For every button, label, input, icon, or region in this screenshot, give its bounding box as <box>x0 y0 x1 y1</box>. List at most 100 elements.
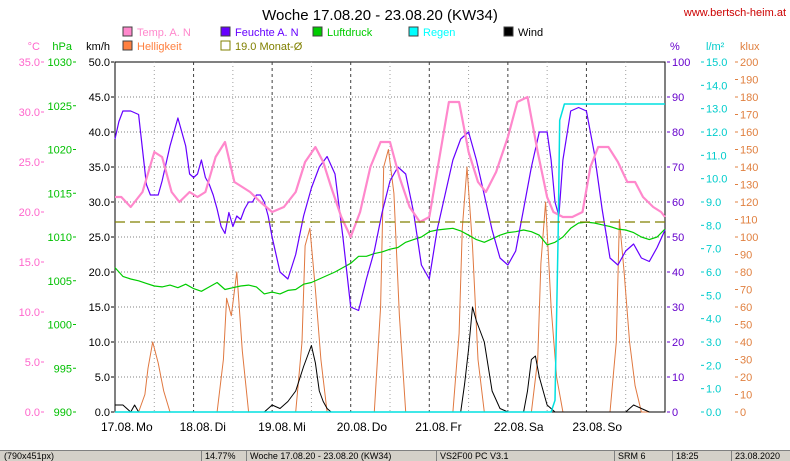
x-tick-date: 22.08. <box>494 420 527 434</box>
legend-label: Temp. A. N <box>137 27 191 39</box>
tick-label-humidity: 50 <box>672 232 684 244</box>
right-axes: %0102030405060708090100l/m²0.01.02.03.04… <box>667 41 760 419</box>
tick-label-light: 70 <box>740 285 752 297</box>
legend-swatch <box>408 26 419 37</box>
tick-label-rain: 11.0 <box>706 150 727 162</box>
tick-label-temp: 0.0 <box>25 407 40 419</box>
status-bar: (790x451px) 14.77% Woche 17.08.20 - 23.08.… <box>0 450 790 461</box>
legend-label: Helligkeit <box>137 41 182 53</box>
tick-label-wind: 45.0 <box>89 92 110 104</box>
tick-label-light: 30 <box>740 355 752 367</box>
status-bar-field: VS2F00 PC V3.1 <box>440 451 509 461</box>
tick-label-humidity: 10 <box>672 372 684 384</box>
tick-label-pressure: 1010 <box>48 232 72 244</box>
tick-label-pressure: 1030 <box>48 57 72 69</box>
tick-label-temp: 15.0 <box>19 257 40 269</box>
axis-unit-light: klux <box>740 41 760 53</box>
tick-label-pressure: 1015 <box>48 188 72 200</box>
tick-label-wind: 0.0 <box>95 407 110 419</box>
tick-label-wind: 10.0 <box>89 337 110 349</box>
tick-label-light: 100 <box>740 232 758 244</box>
status-bar-separator <box>731 451 732 461</box>
tick-label-pressure: 1000 <box>48 320 72 332</box>
tick-label-temp: 10.0 <box>19 307 40 319</box>
status-bar-separator <box>246 451 247 461</box>
x-tick-date: 17.08. <box>101 420 134 434</box>
legend-label: Wind <box>518 27 543 39</box>
series-line-temp-a-n <box>115 95 666 239</box>
x-tick-date: 21.08. <box>415 420 448 434</box>
legend-label: Feuchte A. N <box>235 27 299 39</box>
tick-label-wind: 25.0 <box>89 232 110 244</box>
legend-swatch <box>503 26 514 37</box>
tick-label-light: 0 <box>740 407 746 419</box>
tick-label-temp: 25.0 <box>19 157 40 169</box>
weather-week-chart: Woche 17.08.20 - 23.08.20 (KW34) www.ber… <box>18 7 786 434</box>
tick-label-wind: 35.0 <box>89 162 110 174</box>
tick-label-light: 20 <box>740 372 752 384</box>
tick-label-rain: 1.0 <box>706 384 721 396</box>
plot-frame <box>114 61 666 413</box>
x-tick-weekday: Fr <box>450 420 461 434</box>
tick-label-humidity: 20 <box>672 337 684 349</box>
legend-label: 19.0 Monat-Ø <box>235 41 303 53</box>
chart-title: Woche 17.08.20 - 23.08.20 (KW34) <box>262 7 498 24</box>
tick-label-temp: 20.0 <box>19 207 40 219</box>
tick-label-rain: 15.0 <box>706 57 727 69</box>
series-line-feuchte-a-n <box>114 106 666 312</box>
status-bar-field: Woche 17.08.20 - 23.08.20 (KW34) <box>250 451 392 461</box>
tick-label-light: 170 <box>740 110 758 122</box>
x-tick-weekday: Di <box>215 420 226 434</box>
site-url[interactable]: www.bertsch-heim.at <box>683 7 786 19</box>
axis-unit-humidity: % <box>670 41 680 53</box>
tick-label-rain: 2.0 <box>706 360 721 372</box>
tick-label-light: 200 <box>740 57 758 69</box>
tick-label-light: 40 <box>740 337 752 349</box>
tick-label-rain: 12.0 <box>706 127 727 139</box>
tick-label-light: 110 <box>740 215 758 227</box>
tick-label-humidity: 80 <box>672 127 684 139</box>
tick-label-temp: 35.0 <box>19 57 40 69</box>
status-bar-separator <box>201 451 202 461</box>
x-tick-date: 23.08. <box>572 420 605 434</box>
tick-label-pressure: 990 <box>54 407 72 419</box>
tick-label-rain: 5.0 <box>706 290 721 302</box>
x-axis: 17.08. Mo 18.08. Di 19.08. Mi 20.08. Do 21.08. Fr… <box>101 420 622 434</box>
legend-swatch <box>220 40 231 51</box>
x-tick-weekday: Mo <box>136 420 153 434</box>
status-bar-field: SRM 6 <box>618 451 646 461</box>
tick-label-wind: 5.0 <box>95 372 110 384</box>
status-bar-field: 18:25 <box>676 451 699 461</box>
tick-label-light: 150 <box>740 145 758 157</box>
status-bar-field: 14.77% <box>205 451 236 461</box>
tick-label-wind: 30.0 <box>89 197 110 209</box>
tick-label-wind: 40.0 <box>89 127 110 139</box>
tick-label-pressure: 1025 <box>48 101 72 113</box>
tick-label-temp: 5.0 <box>25 357 40 369</box>
tick-label-humidity: 100 <box>672 57 690 69</box>
plot-area <box>114 61 666 413</box>
legend-swatch <box>122 40 133 51</box>
tick-label-rain: 10.0 <box>706 174 727 186</box>
tick-label-rain: 3.0 <box>706 337 721 349</box>
legend-label: Regen <box>423 27 455 39</box>
tick-label-rain: 0.0 <box>706 407 721 419</box>
legend-label: Luftdruck <box>327 27 373 39</box>
status-bar-separator <box>436 451 437 461</box>
series-line-regen <box>115 103 665 413</box>
tick-label-humidity: 40 <box>672 267 684 279</box>
tick-label-light: 140 <box>740 162 758 174</box>
x-tick-weekday: So <box>607 420 622 434</box>
tick-label-temp: 30.0 <box>19 107 40 119</box>
tick-label-rain: 4.0 <box>706 314 721 326</box>
chart-legend: Temp. A. N Feuchte A. N Luftdruck Regen Wind… <box>122 26 543 53</box>
x-tick-date: 19.08. <box>258 420 291 434</box>
status-bar-field: 23.08.2020 <box>735 451 781 461</box>
tick-label-light: 90 <box>740 250 752 262</box>
tick-label-humidity: 70 <box>672 162 684 174</box>
tick-label-pressure: 995 <box>54 363 72 375</box>
axis-unit-temp: °C <box>28 41 40 53</box>
tick-label-wind: 50.0 <box>89 57 110 69</box>
tick-label-light: 80 <box>740 267 752 279</box>
status-bar-field: (790x451px) <box>4 451 55 461</box>
